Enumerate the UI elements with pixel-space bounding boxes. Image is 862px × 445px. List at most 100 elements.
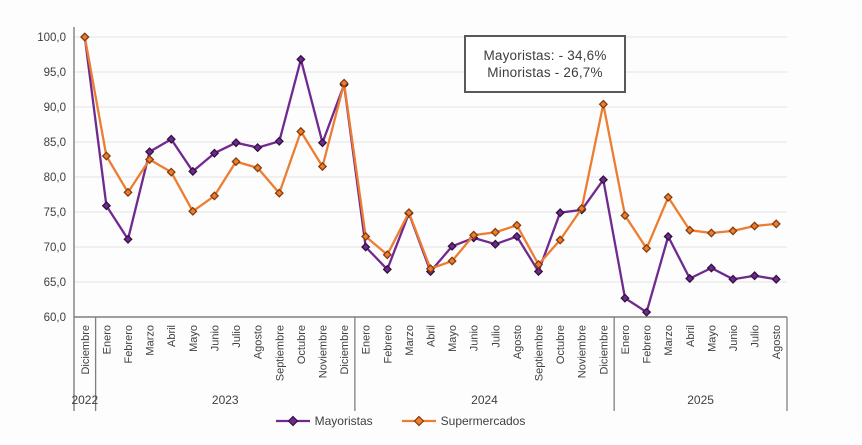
x-axis-month-label: Noviembre bbox=[577, 325, 589, 378]
x-axis-month-label: Enero bbox=[101, 325, 113, 354]
mayoristas-data-point-marker bbox=[620, 293, 630, 303]
supermercados-data-point-marker bbox=[404, 208, 414, 218]
mayoristas-data-point-marker bbox=[209, 148, 220, 158]
y-axis-tick-label: 65,0 bbox=[44, 277, 66, 289]
supermercados-data-point-marker bbox=[512, 220, 522, 230]
annotation-box: Mayoristas: - 34,6% Minoristas - 26,7% bbox=[464, 35, 626, 93]
supermercados-data-point-marker bbox=[101, 151, 112, 161]
supermercados-data-point-marker bbox=[317, 161, 328, 172]
x-axis-month-label: Mayo bbox=[706, 325, 718, 352]
supermercados-data-point-marker bbox=[555, 235, 565, 245]
mayoristas-data-point-marker bbox=[188, 166, 198, 177]
chart-legend: Mayoristas Supermercados bbox=[0, 414, 800, 428]
x-axis-month-label: Junio bbox=[469, 325, 481, 351]
supermercados-data-point-marker bbox=[447, 256, 457, 266]
legend-label-mayoristas: Mayoristas bbox=[314, 414, 373, 428]
supermercados-data-point-marker bbox=[469, 230, 479, 240]
x-axis-month-label: Agosto bbox=[512, 325, 524, 359]
mayoristas-data-point-marker bbox=[123, 234, 133, 244]
supermercados-data-point-marker bbox=[577, 203, 587, 214]
legend-item-mayoristas[interactable]: Mayoristas bbox=[275, 414, 373, 428]
x-axis-month-label: Mayo bbox=[188, 325, 200, 352]
mayoristas-data-point-marker bbox=[533, 266, 544, 277]
supermercados-data-point-marker bbox=[166, 167, 176, 177]
supermercados-data-point-marker bbox=[253, 163, 263, 173]
x-axis-month-label: Septiembre bbox=[534, 325, 546, 381]
mayoristas-data-point-marker bbox=[706, 263, 716, 273]
x-axis-month-label: Octubre bbox=[296, 325, 308, 364]
x-axis-month-label: Febrero bbox=[123, 325, 135, 364]
annotation-line-mayoristas: Mayoristas: - 34,6% bbox=[483, 48, 607, 63]
supermercados-data-point-marker bbox=[382, 250, 392, 260]
x-axis-year-label: 2024 bbox=[471, 393, 498, 407]
supermercados-data-point-marker bbox=[620, 210, 630, 221]
y-axis-tick-label: 70,0 bbox=[44, 242, 66, 254]
x-axis-month-label: Julio bbox=[490, 325, 502, 348]
x-axis-month-label: Agosto bbox=[253, 325, 265, 359]
supermercados-legend-marker-icon bbox=[401, 415, 436, 427]
mayoristas-data-point-marker bbox=[382, 264, 392, 275]
mayoristas-data-point-marker bbox=[231, 138, 241, 148]
mayoristas-data-point-marker bbox=[166, 134, 176, 144]
supermercados-data-point-marker bbox=[80, 32, 90, 42]
x-axis-month-label: Abril bbox=[426, 325, 438, 347]
supermercados-data-point-marker bbox=[231, 156, 241, 167]
x-axis-year-label: 2023 bbox=[212, 393, 239, 407]
y-axis-tick-label: 85,0 bbox=[44, 137, 66, 149]
x-axis-month-label: Abril bbox=[685, 325, 697, 347]
mayoristas-data-point-marker bbox=[771, 274, 781, 284]
supermercados-data-point-marker bbox=[490, 227, 500, 237]
x-axis-month-label: Mayo bbox=[447, 325, 459, 352]
x-axis-month-label: Diciembre bbox=[339, 325, 351, 375]
mayoristas-data-point-marker bbox=[274, 136, 284, 146]
mayoristas-data-point-marker bbox=[641, 307, 652, 317]
x-axis-month-label: Junio bbox=[209, 325, 221, 351]
mayoristas-data-point-marker bbox=[361, 242, 371, 252]
x-axis-month-label: Diciembre bbox=[80, 325, 92, 375]
mayoristas-data-point-marker bbox=[490, 239, 500, 249]
legend-item-supermercados[interactable]: Supermercados bbox=[401, 414, 526, 428]
x-axis-month-label: Marzo bbox=[145, 325, 157, 356]
x-axis-month-label: Septiembre bbox=[274, 325, 286, 381]
mayoristas-legend-marker-icon bbox=[275, 415, 310, 427]
mayoristas-data-point-marker bbox=[749, 271, 760, 281]
x-axis-month-label: Julio bbox=[231, 325, 243, 348]
y-axis-tick-label: 100,0 bbox=[37, 32, 66, 44]
mayoristas-data-point-marker bbox=[317, 138, 328, 148]
supermercados-data-point-marker bbox=[339, 78, 349, 88]
x-axis-month-label: Enero bbox=[361, 325, 373, 354]
x-axis-month-label: Marzo bbox=[404, 325, 416, 356]
mayoristas-data-point-marker bbox=[598, 175, 608, 185]
supermercados-data-point-marker bbox=[641, 243, 652, 254]
x-axis-year-label: 2025 bbox=[687, 393, 714, 407]
x-axis-month-label: Febrero bbox=[642, 325, 654, 364]
x-axis-month-label: Agosto bbox=[771, 325, 783, 359]
x-axis-month-label: Febrero bbox=[382, 325, 394, 364]
y-axis-tick-label: 90,0 bbox=[44, 102, 66, 114]
x-axis-month-label: Marzo bbox=[663, 325, 675, 356]
supermercados-data-point-marker bbox=[209, 191, 220, 201]
mayoristas-data-point-marker bbox=[728, 274, 738, 284]
supermercados-data-point-marker bbox=[274, 188, 284, 198]
supermercados-data-point-marker bbox=[533, 259, 544, 270]
mayoristas-data-point-marker bbox=[685, 273, 695, 284]
mayoristas-data-point-marker bbox=[512, 231, 522, 242]
x-axis-year-label: 2022 bbox=[71, 393, 98, 407]
supermercados-data-point-marker bbox=[188, 206, 198, 216]
supermercados-data-point-marker bbox=[123, 187, 133, 198]
annotation-line-minoristas: Minoristas - 26,7% bbox=[487, 65, 603, 80]
supermercados-data-point-marker bbox=[749, 221, 760, 231]
x-axis-month-label: Abril bbox=[166, 325, 178, 347]
supermercados-data-point-marker bbox=[728, 226, 738, 236]
x-axis-month-label: Octubre bbox=[555, 325, 567, 364]
supermercados-data-point-marker bbox=[663, 192, 673, 202]
supermercados-data-point-marker bbox=[685, 225, 695, 235]
y-axis-tick-label: 80,0 bbox=[44, 172, 66, 184]
mayoristas-data-point-marker bbox=[253, 142, 263, 153]
supermercados-data-point-marker bbox=[706, 228, 716, 238]
x-axis-month-label: Enero bbox=[620, 325, 632, 354]
legend-label-supermercados: Supermercados bbox=[440, 414, 526, 428]
supermercados-data-point-marker bbox=[598, 99, 608, 109]
x-axis-month-label: Junio bbox=[728, 325, 740, 351]
